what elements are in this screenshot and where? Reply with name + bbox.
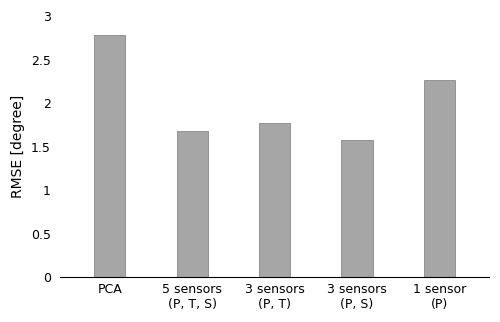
Y-axis label: RMSE [degree]: RMSE [degree] xyxy=(11,95,25,198)
Bar xyxy=(259,123,290,277)
Bar xyxy=(94,35,126,277)
Bar xyxy=(342,140,372,277)
Bar xyxy=(424,80,455,277)
Bar xyxy=(176,131,208,277)
